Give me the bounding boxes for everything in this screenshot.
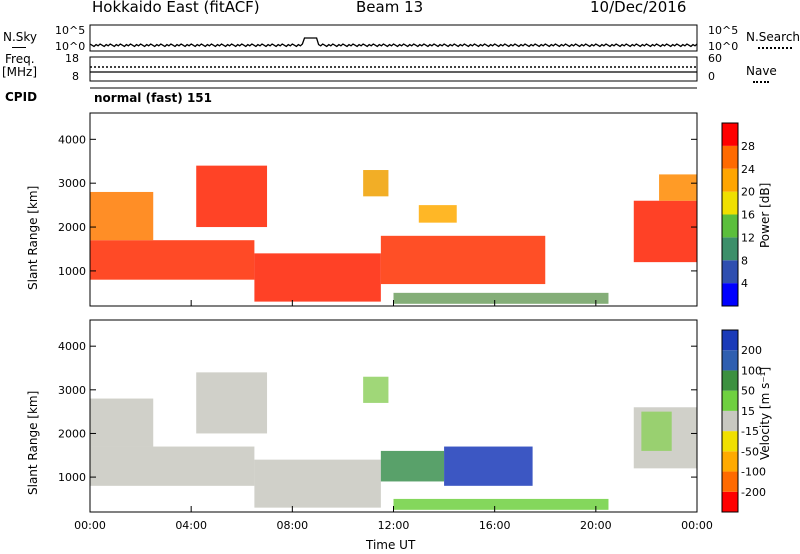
velocity-panel-colorbar-tick-6: -100: [741, 466, 766, 479]
velocity-panel-colorbar-seg-6: [722, 370, 738, 391]
velocity-panel-colorbar-seg-7: [722, 350, 738, 371]
power-panel-colorbar-seg-7: [722, 123, 738, 146]
power-panel-colorbar-tick-0: 28: [741, 140, 755, 153]
velocity-panel-region-2: [196, 372, 268, 434]
velocity-panel-colorbar-seg-0: [722, 491, 738, 512]
velocity-panel-colorbar-tick-7: -200: [741, 486, 766, 499]
power-panel-ytick-3: 1000: [58, 265, 86, 278]
xtick-4: 16:00: [479, 519, 511, 532]
xtick-5: 20:00: [580, 519, 612, 532]
power-panel-colorbar-seg-2: [722, 237, 738, 261]
power-panel-region-0: [90, 240, 255, 280]
nsky-frame: [89, 24, 698, 52]
power-panel-region-1: [90, 191, 154, 241]
nsearch-label: N.Search: [746, 30, 800, 44]
xtick-3: 12:00: [378, 519, 410, 532]
velocity-panel-ytick-0: 4000: [58, 340, 86, 353]
power-panel-colorbar-tick-4: 12: [741, 231, 755, 244]
velocity-panel-colorbar-seg-1: [722, 471, 738, 492]
freq-tick-top: 18: [65, 52, 79, 65]
velocity-panel-colorbar-seg-8: [722, 330, 738, 351]
nsky-label: N.Sky: [3, 30, 38, 44]
velocity-panel-ytick-1: 3000: [58, 384, 86, 397]
xtick-0: 00:00: [74, 519, 106, 532]
power-panel-region-5: [380, 235, 546, 285]
radar-title: Hokkaido East (fitACF): [92, 0, 260, 16]
power-panel-colorbar-seg-4: [722, 191, 738, 215]
power-panel-colorbar-tick-2: 20: [741, 186, 755, 199]
nsky-tick-bottom: 10^0: [55, 40, 86, 53]
velocity-panel-region-9: [641, 411, 672, 451]
power-panel-ytick-2: 2000: [58, 221, 86, 234]
freq-unit-label: [MHz]: [2, 65, 38, 79]
velocity-panel-colorbar-seg-4: [722, 410, 738, 432]
velocity-panel-region-0: [90, 446, 255, 486]
cpid-value: normal (fast) 151: [94, 91, 212, 105]
power-ylabel: Slant Range [km]: [26, 185, 40, 290]
velocity-panel-colorbar-tick-1: 100: [741, 364, 762, 377]
freq-label: Freq.: [5, 52, 35, 66]
nave-tick-top: 60: [708, 52, 722, 65]
velocity-panel-colorbar-tick-2: 50: [741, 385, 755, 398]
power-panel-colorbar-seg-3: [722, 214, 738, 238]
nsearch-line-legend: [758, 47, 792, 49]
power-panel-ytick-0: 4000: [58, 133, 86, 146]
velocity-panel-colorbar-tick-5: -50: [741, 445, 759, 458]
velocity-panel-region-4: [363, 376, 389, 403]
velocity-panel-region-1: [90, 398, 154, 447]
power-panel-region-4: [363, 170, 389, 197]
power-panel-region-6: [418, 205, 457, 223]
beam-label: Beam 13: [356, 0, 424, 16]
xtick-1: 04:00: [175, 519, 207, 532]
power-panel-region-9: [659, 174, 697, 201]
velocity-panel-region-3: [254, 459, 381, 508]
power-colorbar-label: Power [dB]: [758, 182, 772, 248]
nave-tick-bottom: 0: [708, 70, 715, 83]
freq-tick-bottom: 8: [72, 70, 79, 83]
power-panel-colorbar-tick-3: 16: [741, 209, 755, 222]
velocity-panel-colorbar-seg-5: [722, 390, 738, 411]
velocity-panel-colorbar-frame: [721, 329, 739, 513]
power-panel-colorbar-tick-5: 8: [741, 254, 748, 267]
velocity-panel-colorbar-seg-3: [722, 431, 738, 452]
nsky-right-tick-bottom: 10^0: [708, 40, 739, 53]
power-panel-colorbar-seg-0: [722, 283, 738, 306]
power-panel-region-8: [633, 200, 697, 263]
nsky-right-tick-top: 10^5: [708, 24, 739, 37]
velocity-panel-region-5: [380, 450, 445, 482]
nave-line-legend: [753, 81, 769, 83]
velocity-panel-ytick-2: 2000: [58, 427, 86, 440]
power-panel-colorbar-tick-1: 24: [741, 163, 755, 176]
nsky-line-legend: [12, 47, 26, 48]
velocity-panel-ytick-3: 1000: [58, 471, 86, 484]
velocity-colorbar-label: Velocity [m s⁻¹]: [758, 366, 772, 460]
velocity-panel-colorbar-tick-0: 200: [741, 344, 762, 357]
power-panel-region-3: [254, 253, 381, 302]
xtick-2: 08:00: [276, 519, 308, 532]
nsky-tick-top: 10^5: [55, 24, 86, 37]
power-panel-region-7: [393, 292, 609, 304]
velocity-panel-colorbar-tick-3: 15: [741, 405, 755, 418]
nave-label: Nave: [746, 64, 777, 78]
power-panel-colorbar-tick-6: 4: [741, 277, 748, 290]
power-panel-ytick-1: 3000: [58, 177, 86, 190]
freq-frame: [89, 56, 698, 82]
velocity-panel-region-7: [393, 498, 609, 510]
cpid-label: CPID: [5, 90, 38, 104]
x-axis-label: Time UT: [366, 538, 416, 552]
power-panel-colorbar-seg-5: [722, 168, 738, 192]
power-panel-colorbar-seg-6: [722, 145, 738, 169]
power-panel-colorbar-seg-1: [722, 260, 738, 284]
power-panel-colorbar-frame: [721, 122, 739, 307]
velocity-ylabel: Slant Range [km]: [26, 390, 40, 495]
xtick-6: 00:00: [681, 519, 713, 532]
date-label: 10/Dec/2016: [590, 0, 687, 16]
nsky-trace: [89, 37, 698, 48]
velocity-panel-colorbar-seg-2: [722, 451, 738, 472]
velocity-panel-colorbar-tick-4: -15: [741, 425, 759, 438]
power-panel-region-2: [196, 165, 268, 228]
velocity-panel-region-6: [444, 446, 533, 486]
